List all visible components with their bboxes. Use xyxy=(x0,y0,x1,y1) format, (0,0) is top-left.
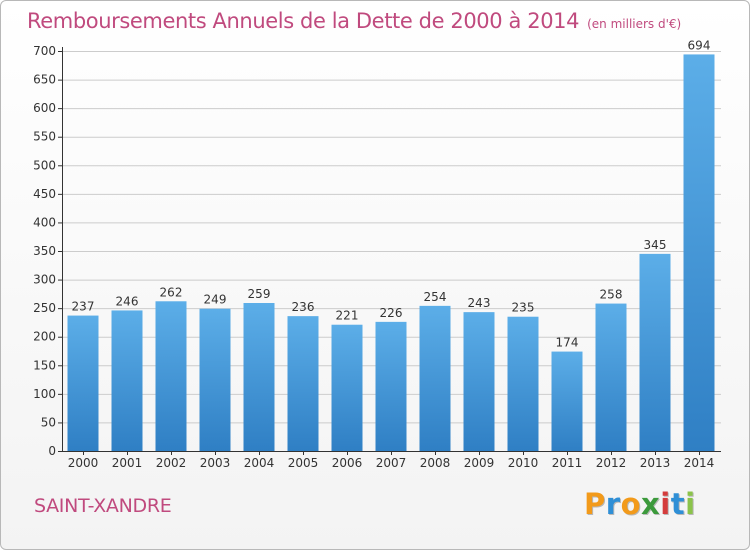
logo-letter: x xyxy=(641,487,661,521)
y-tick-label: 150 xyxy=(33,358,56,372)
bar xyxy=(155,301,187,451)
bar xyxy=(111,310,143,451)
x-tick-label: 2002 xyxy=(156,456,187,470)
y-tick-label: 700 xyxy=(33,44,56,58)
y-tick-label: 450 xyxy=(33,187,56,201)
logo-letter: i xyxy=(660,487,671,521)
bar xyxy=(375,321,407,451)
y-tick-label: 300 xyxy=(33,273,56,287)
axes xyxy=(58,47,721,455)
data-label: 235 xyxy=(512,301,535,315)
labels: 0 50 100 150 200 250 300 350 400 450 500 550 600 650 7… xyxy=(33,38,714,470)
logo-letter: o xyxy=(620,487,642,521)
x-tick-label: 2011 xyxy=(552,456,583,470)
y-tick-label: 500 xyxy=(33,158,56,172)
x-tick-label: 2007 xyxy=(376,456,407,470)
data-label: 262 xyxy=(160,285,183,299)
x-tick-label: 2013 xyxy=(640,456,671,470)
x-tick-label: 2004 xyxy=(244,456,275,470)
logo-letter: i xyxy=(685,487,696,521)
data-label: 221 xyxy=(336,309,359,323)
unit-note: (en milliers d'€) xyxy=(587,17,682,31)
y-tick-label: 650 xyxy=(33,73,56,87)
proxiti-logo[interactable]: Proxiti xyxy=(584,487,696,521)
bar xyxy=(419,305,451,451)
x-tick-label: 2005 xyxy=(288,456,319,470)
bar xyxy=(199,308,231,451)
y-tick-label: 250 xyxy=(33,301,56,315)
bar xyxy=(507,316,539,451)
x-tick-label: 2008 xyxy=(420,456,451,470)
y-tick-label: 600 xyxy=(33,101,56,115)
bars xyxy=(67,54,715,452)
data-label: 254 xyxy=(424,290,447,304)
y-tick-label: 0 xyxy=(48,444,56,458)
data-label: 258 xyxy=(600,288,623,302)
data-label: 249 xyxy=(204,293,227,307)
y-tick-label: 400 xyxy=(33,215,56,229)
bar xyxy=(243,303,275,451)
logo-letter: t xyxy=(670,487,686,521)
data-label: 259 xyxy=(248,287,271,301)
bar xyxy=(551,351,583,451)
bar xyxy=(287,316,319,451)
y-tick-label: 350 xyxy=(33,244,56,258)
data-label: 345 xyxy=(644,238,667,252)
commune-name: SAINT-XANDRE xyxy=(34,495,172,517)
bar xyxy=(463,312,495,451)
chart-title: Remboursements Annuels de la Dette de 20… xyxy=(27,9,682,33)
bar xyxy=(331,324,363,451)
data-label: 243 xyxy=(468,296,491,310)
logo-letter: P xyxy=(584,487,606,521)
x-tick-label: 2012 xyxy=(596,456,627,470)
y-tick-label: 550 xyxy=(33,130,56,144)
bar xyxy=(595,303,627,451)
x-tick-label: 2009 xyxy=(464,456,495,470)
y-tick-label: 50 xyxy=(41,415,56,429)
data-label: 237 xyxy=(72,300,95,314)
data-label: 236 xyxy=(292,300,315,314)
x-tick-label: 2000 xyxy=(68,456,99,470)
x-tick-label: 2003 xyxy=(200,456,231,470)
x-tick-label: 2006 xyxy=(332,456,363,470)
x-tick-label: 2010 xyxy=(508,456,539,470)
bar xyxy=(639,253,671,451)
data-label: 226 xyxy=(380,306,403,320)
logo-letter: r xyxy=(605,487,621,521)
bar xyxy=(67,315,99,451)
y-tick-label: 100 xyxy=(33,387,56,401)
y-tick-label: 200 xyxy=(33,330,56,344)
x-tick-label: 2001 xyxy=(112,456,143,470)
bar xyxy=(683,54,715,452)
data-label: 174 xyxy=(556,336,579,350)
data-label: 246 xyxy=(116,294,139,308)
data-label: 694 xyxy=(688,38,711,52)
x-tick-label: 2014 xyxy=(684,456,715,470)
